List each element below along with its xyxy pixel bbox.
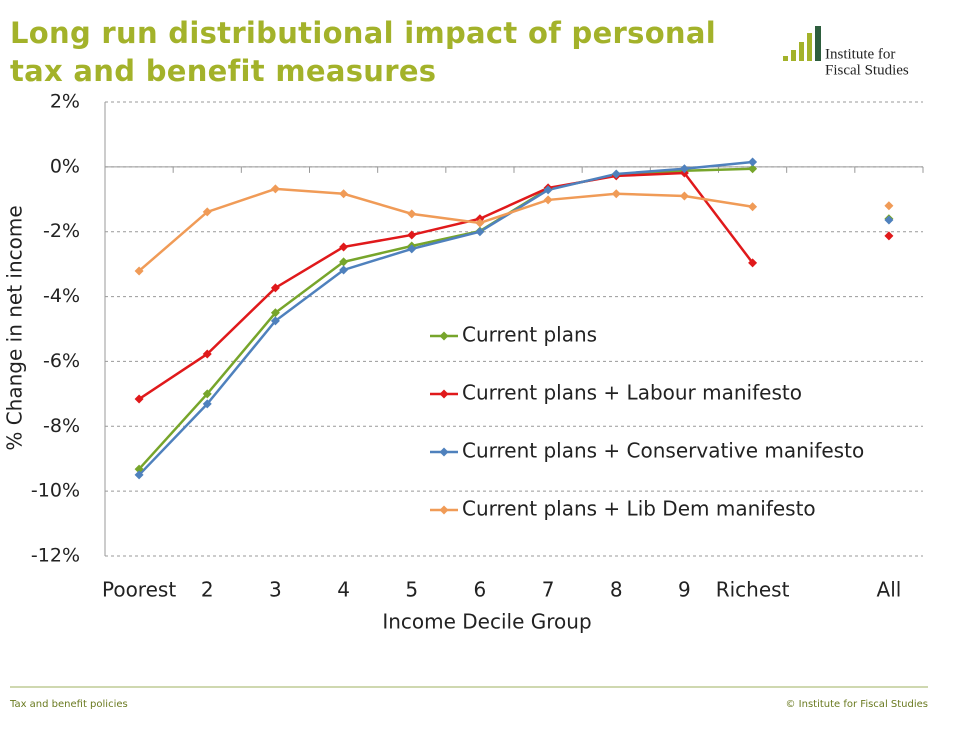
point — [748, 258, 758, 268]
x-tick-label: 8 — [610, 578, 623, 602]
point — [611, 189, 621, 199]
legend-label: Current plans — [462, 323, 597, 347]
point — [134, 464, 144, 474]
footer-right: © Institute for Fiscal Studies — [785, 699, 928, 710]
point — [202, 389, 212, 399]
point — [134, 266, 144, 276]
logo: Institute for Fiscal Studies — [783, 26, 909, 78]
point — [270, 316, 280, 326]
legend-label: Current plans + Conservative manifesto — [462, 439, 864, 463]
point — [202, 207, 212, 217]
chart-title: Long run distributional impact of person… — [10, 16, 716, 88]
point — [543, 195, 553, 205]
series-line — [139, 189, 889, 271]
point — [407, 230, 417, 240]
logo-bar — [783, 56, 788, 61]
legend-marker — [439, 331, 449, 341]
point — [475, 218, 485, 228]
legend-marker — [439, 389, 449, 399]
point — [270, 283, 280, 293]
point — [475, 227, 485, 237]
x-tick-label: 9 — [678, 578, 691, 602]
y-axis-label: % Change in net income — [3, 205, 27, 450]
point — [748, 157, 758, 167]
x-tick-label: 6 — [474, 578, 487, 602]
series-line — [139, 169, 889, 469]
x-tick-label: 2 — [201, 578, 214, 602]
x-tick-label: 3 — [269, 578, 282, 602]
logo-bar — [815, 26, 821, 61]
y-tick-label: 2% — [50, 91, 80, 113]
point — [202, 399, 212, 409]
point — [134, 394, 144, 404]
y-tick-label: -12% — [31, 545, 80, 567]
x-tick-label: Poorest — [102, 578, 176, 602]
y-tick-label: -2% — [43, 220, 80, 242]
y-tick-label: -8% — [43, 415, 80, 437]
legend-marker — [439, 447, 449, 457]
footer-left: Tax and benefit policies — [9, 699, 128, 710]
point — [339, 257, 349, 267]
point — [884, 231, 894, 241]
logo-bar — [791, 50, 796, 61]
x-tick-label: Richest — [716, 578, 790, 602]
point — [407, 244, 417, 254]
logo-bar — [807, 33, 812, 61]
x-tick-label: 7 — [542, 578, 555, 602]
point — [748, 164, 758, 174]
legend-marker — [439, 505, 449, 515]
point — [339, 242, 349, 252]
point — [339, 189, 349, 199]
logo-text: Fiscal Studies — [825, 62, 909, 78]
x-tick-label: All — [877, 578, 902, 602]
y-tick-label: -4% — [43, 285, 80, 307]
logo-bar — [799, 42, 804, 61]
x-tick-label: 4 — [337, 578, 350, 602]
point — [134, 470, 144, 480]
point — [339, 265, 349, 275]
point — [679, 164, 689, 174]
point — [884, 201, 894, 211]
point — [748, 202, 758, 212]
logo-text: Institute for — [825, 46, 895, 62]
point — [202, 349, 212, 359]
point — [270, 184, 280, 194]
x-tick-label: 5 — [405, 578, 418, 602]
point — [407, 209, 417, 219]
x-axis-label: Income Decile Group — [382, 610, 591, 634]
point — [679, 191, 689, 201]
legend-label: Current plans + Lib Dem manifesto — [462, 497, 816, 521]
series-line — [139, 173, 889, 399]
point — [884, 215, 894, 225]
point — [611, 169, 621, 179]
legend-label: Current plans + Labour manifesto — [462, 381, 802, 405]
y-tick-label: 0% — [50, 155, 80, 177]
y-tick-label: -6% — [43, 350, 80, 372]
point — [543, 185, 553, 195]
point — [270, 308, 280, 318]
y-tick-label: -10% — [31, 480, 80, 502]
